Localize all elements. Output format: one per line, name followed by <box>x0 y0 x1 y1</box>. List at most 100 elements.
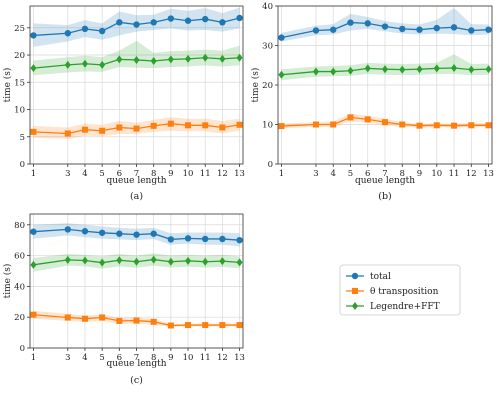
data-point-legendre <box>116 55 123 64</box>
data-point-total <box>64 30 71 37</box>
y-tick-label: 10 <box>262 121 273 131</box>
panel-caption: (c) <box>130 375 143 386</box>
data-point-theta <box>185 322 192 329</box>
data-point-total <box>278 34 285 41</box>
x-axis-label: queue length <box>355 176 415 186</box>
data-point-total <box>468 27 475 34</box>
data-point-legendre <box>133 257 140 266</box>
x-tick-label: 1 <box>31 353 36 363</box>
data-point-legendre <box>30 260 37 269</box>
x-tick-label: 13 <box>483 169 494 179</box>
data-point-legendre <box>150 57 157 66</box>
data-point-theta <box>312 121 319 128</box>
data-point-legendre <box>202 257 209 266</box>
data-point-theta <box>81 126 88 133</box>
x-tick-label: 10 <box>183 353 194 363</box>
data-point-total <box>202 235 209 243</box>
data-point-total <box>150 19 157 26</box>
y-tick-label: 25 <box>14 24 25 34</box>
data-point-total <box>81 25 89 33</box>
x-tick-label: 3 <box>313 169 318 179</box>
data-point-theta <box>81 315 88 322</box>
data-point-legendre <box>485 65 492 74</box>
x-tick-label: 11 <box>200 353 211 363</box>
x-tick-label: 4 <box>82 353 87 363</box>
data-point-legendre <box>167 257 174 266</box>
data-point-total <box>236 236 243 244</box>
data-point-theta <box>202 322 209 329</box>
data-point-theta <box>133 125 140 132</box>
data-point-total <box>364 20 371 27</box>
data-point-theta <box>185 122 192 129</box>
legend-label-legendre: Legendre+FFT <box>370 302 440 312</box>
data-point-total <box>116 19 123 26</box>
data-point-theta <box>167 120 174 127</box>
y-tick-label: 0 <box>20 344 25 354</box>
data-point-total <box>184 235 192 242</box>
data-point-total <box>416 26 423 33</box>
data-point-theta <box>219 124 226 131</box>
data-point-theta <box>30 128 37 135</box>
data-point-total <box>133 231 140 238</box>
x-tick-label: 7 <box>382 169 387 179</box>
data-point-total <box>81 228 89 235</box>
legend-label-total: total <box>370 272 391 282</box>
data-point-total <box>312 27 320 34</box>
x-tick-label: 3 <box>65 353 70 363</box>
data-point-total <box>116 230 123 237</box>
legend: total θ transposition Legendre+FFT <box>339 264 461 316</box>
legend-marker-legendre <box>352 302 358 310</box>
legend-marker-theta <box>352 288 358 294</box>
data-point-total <box>167 236 175 243</box>
data-point-legendre <box>416 65 423 74</box>
data-point-legendre <box>30 64 37 73</box>
y-tick-label: 80 <box>14 221 25 231</box>
y-tick-label: 15 <box>14 78 25 88</box>
data-point-theta <box>99 127 106 134</box>
x-tick-label: 13 <box>234 169 245 179</box>
x-axis-label: queue length <box>106 176 166 186</box>
data-point-total <box>64 226 71 233</box>
data-point-total <box>236 14 243 22</box>
x-tick-label: 5 <box>99 353 104 363</box>
x-tick-label: 12 <box>217 353 228 363</box>
data-point-total <box>30 32 37 39</box>
y-tick-label: 30 <box>262 42 273 52</box>
x-tick-label: 8 <box>400 169 405 179</box>
data-point-total <box>133 21 140 28</box>
data-point-total <box>433 24 440 32</box>
data-point-theta <box>202 122 209 129</box>
data-point-legendre <box>364 64 371 73</box>
x-tick-label: 4 <box>331 169 336 179</box>
data-point-total <box>30 228 37 235</box>
data-point-total <box>330 26 337 33</box>
y-tick-label: 0 <box>268 160 273 170</box>
y-tick-label: 20 <box>14 51 25 61</box>
data-point-theta <box>150 318 157 325</box>
data-point-legendre <box>399 65 406 74</box>
x-tick-label: 11 <box>200 169 211 179</box>
data-point-total <box>485 26 492 33</box>
data-point-legendre <box>219 257 226 266</box>
data-point-legendre <box>433 64 440 73</box>
x-tick-label: 6 <box>365 169 370 179</box>
data-point-legendre <box>116 256 123 265</box>
data-point-theta <box>236 121 243 128</box>
x-tick-label: 5 <box>99 169 104 179</box>
y-tick-label: 10 <box>14 106 25 116</box>
x-tick-label: 13 <box>234 353 245 363</box>
data-point-legendre <box>150 255 157 264</box>
x-tick-label: 7 <box>134 169 139 179</box>
data-point-theta <box>116 317 123 324</box>
data-point-legendre <box>64 255 71 264</box>
y-axis-label: time (s) <box>250 68 261 103</box>
data-point-theta <box>30 311 37 318</box>
data-point-theta <box>150 122 157 129</box>
y-tick-label: 20 <box>14 313 25 323</box>
data-point-theta <box>468 122 475 129</box>
data-point-legendre <box>185 256 192 265</box>
data-point-theta <box>433 122 440 129</box>
y-tick-label: 20 <box>262 81 273 91</box>
